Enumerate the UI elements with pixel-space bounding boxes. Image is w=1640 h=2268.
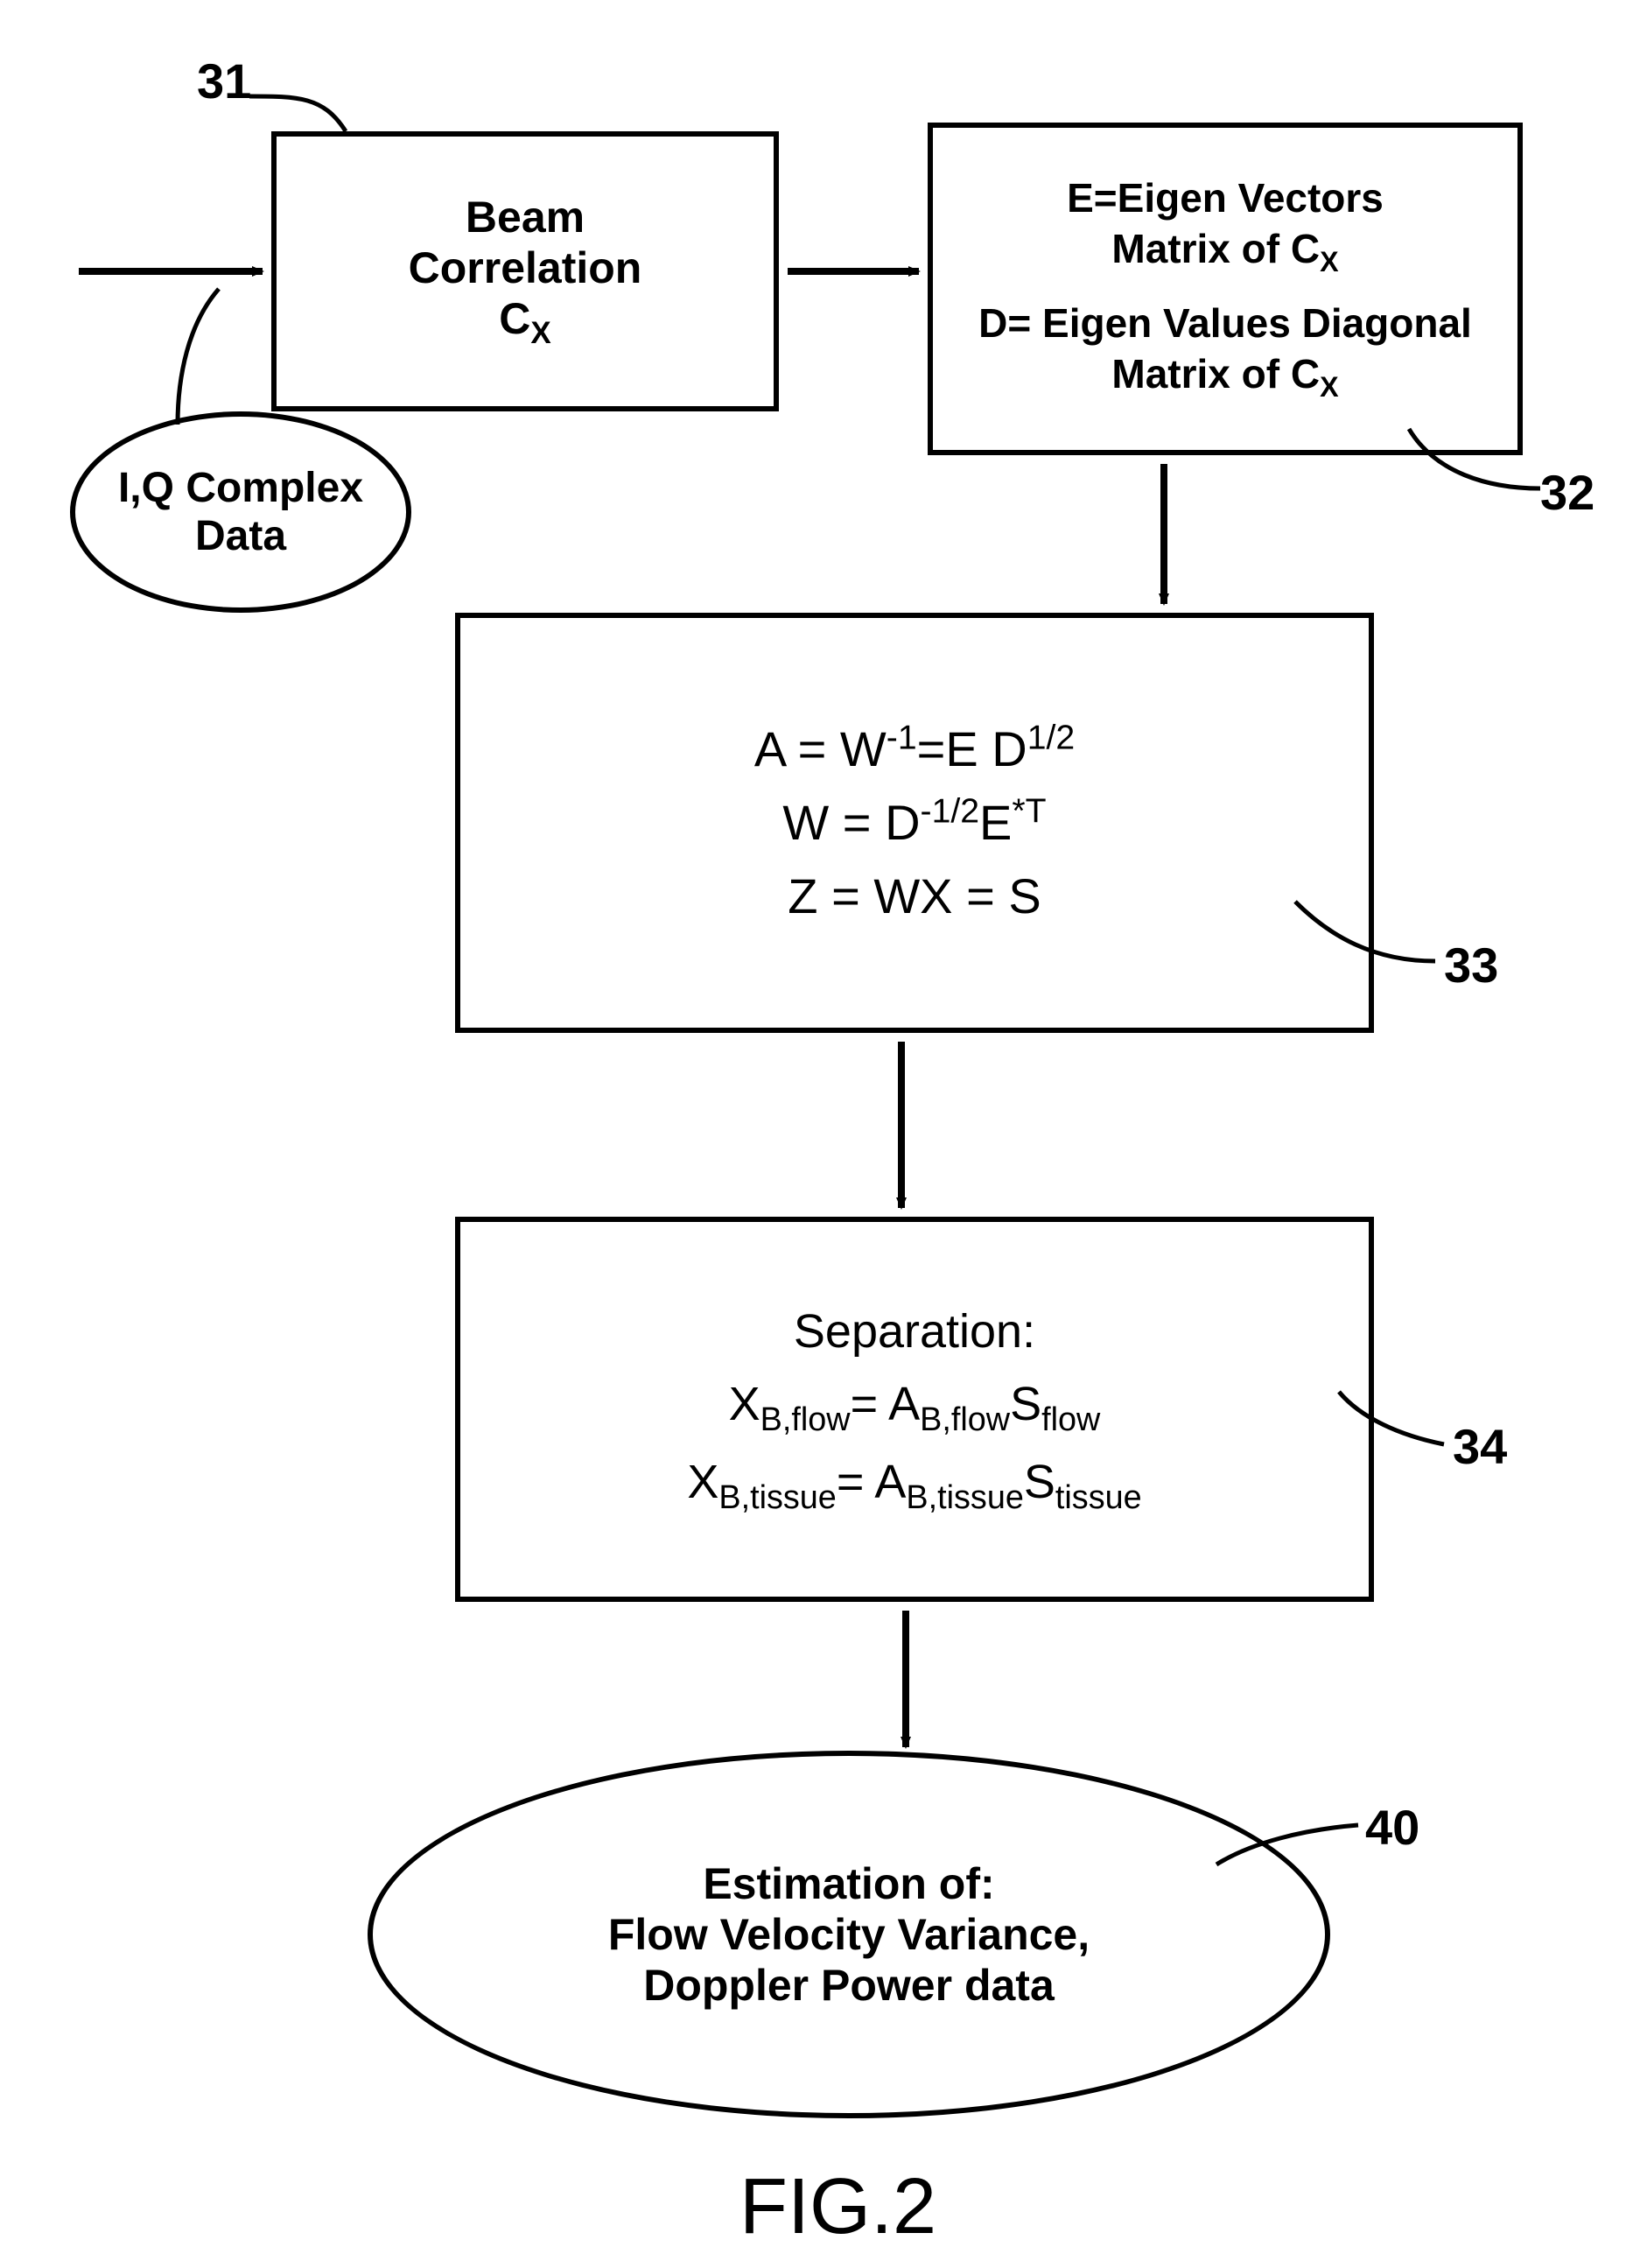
node-beam-correlation: Beam Correlation CX [271,131,779,411]
box32-content: E=Eigen VectorsMatrix of CXD= Eigen Valu… [978,173,1472,404]
ref-label-34: 34 [1453,1418,1507,1475]
out-line2: Flow Velocity Variance, [608,1909,1090,1960]
box31-line1: Beam [466,192,585,242]
node-input-data: I,Q Complex Data [70,411,411,613]
ref-label-31: 31 [197,53,251,109]
diagram-canvas: I,Q Complex Data Beam Correlation CX E=E… [0,0,1640,2268]
node-estimation: Estimation of: Flow Velocity Variance, D… [368,1751,1330,2118]
figure-caption: FIG.2 [739,2162,936,2252]
box31-c-sub: X [530,316,550,350]
node-input-line2: Data [195,512,286,560]
ref-label-33: 33 [1444,937,1498,994]
leader-31 [249,96,346,131]
box31-c: C [499,294,530,343]
box34-content: Separation:XB,flow= AB,flowSflowXB,tissu… [687,1295,1141,1523]
ref-label-40: 40 [1365,1799,1419,1856]
out-line1: Estimation of: [703,1858,994,1909]
box31-line3: CX [499,293,550,351]
node-eigen: E=Eigen VectorsMatrix of CXD= Eigen Valu… [928,123,1523,455]
ref-label-32: 32 [1540,464,1594,521]
box33-content: A = W-1=E D1/2W = D-1/2E*TZ = WX = S [754,713,1075,933]
node-equations: A = W-1=E D1/2W = D-1/2E*TZ = WX = S [455,613,1374,1033]
box31-line2: Correlation [409,242,642,293]
node-input-line1: I,Q Complex [118,464,363,512]
out-line3: Doppler Power data [643,1960,1055,2011]
node-separation: Separation:XB,flow= AB,flowSflowXB,tissu… [455,1217,1374,1602]
leader-iq [178,289,219,425]
